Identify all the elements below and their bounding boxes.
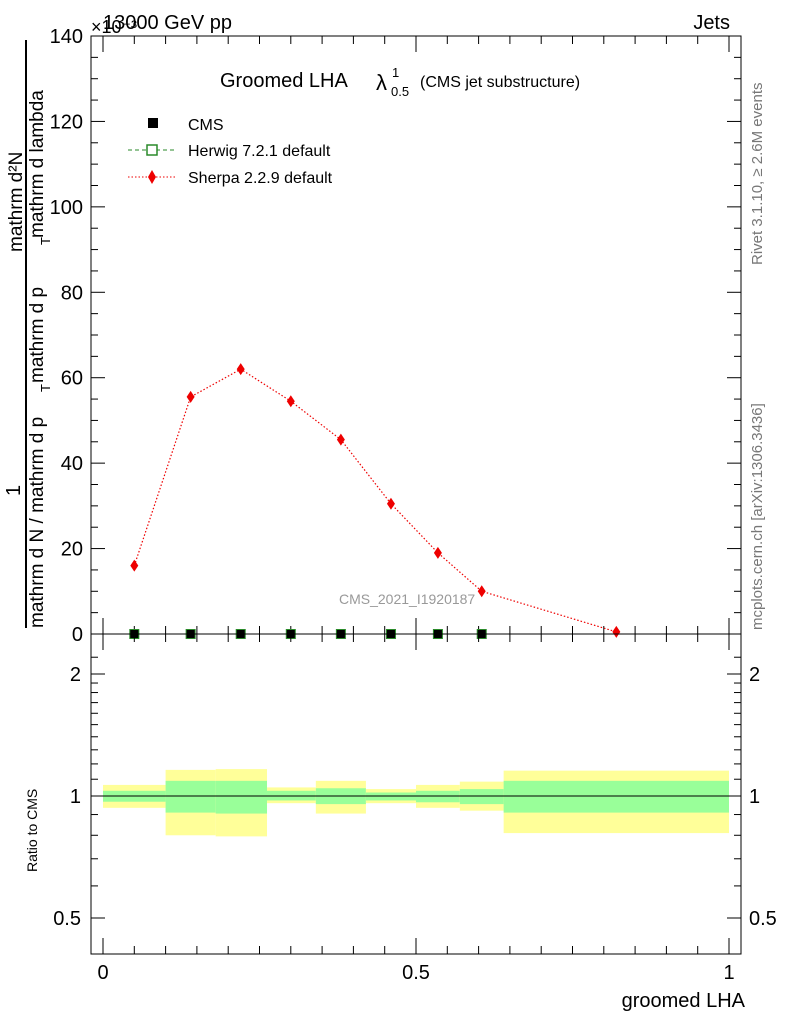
main-y-tick-label: 100 xyxy=(50,197,83,219)
main-y-tick-label: 20 xyxy=(61,539,83,561)
main-y-axis: 0 20 40 60 80 100 120 140 xyxy=(50,26,741,646)
title-subscript: 0.5 xyxy=(391,84,409,99)
title-superscript: 1 xyxy=(392,65,399,80)
ylabel-denominator-sub: T xyxy=(38,384,53,392)
sherpa-point xyxy=(336,433,345,446)
sherpa-point xyxy=(612,625,621,638)
ylabel-top: mathrm d²N xyxy=(6,152,27,252)
ratio-inner-band xyxy=(165,780,216,813)
sherpa-point xyxy=(186,390,195,403)
mcplots-label: mcplots.cern.ch [arXiv:1306.3436] xyxy=(749,403,766,630)
chart-title: Groomed LHA λ 1 0.5 (CMS jet substructur… xyxy=(220,65,580,99)
ylabel-top-rest: mathrm d lambda xyxy=(27,90,48,238)
ratio-x-tick-label: 0 xyxy=(97,962,108,984)
sherpa-point xyxy=(236,363,245,376)
legend-entry-herwig: Herwig 7.2.1 default xyxy=(128,143,331,160)
herwig-marker-icon xyxy=(146,144,158,156)
ylabel-numerator: 1 xyxy=(3,485,25,496)
main-y-tick-label: 120 xyxy=(50,111,83,133)
ylabel-denominator-rest: mathrm d p xyxy=(27,287,48,383)
main-y-tick-label: 40 xyxy=(61,453,83,475)
ylabel-top-sub: T xyxy=(38,237,53,245)
ratio-y-tick-label-right: 1 xyxy=(749,786,760,808)
sherpa-point xyxy=(386,497,395,510)
main-y-tick-label: 80 xyxy=(61,282,83,304)
title-lambda: λ xyxy=(376,70,387,95)
legend-label-sherpa: Sherpa 2.2.9 default xyxy=(188,170,333,187)
ratio-y-axis-label: Ratio to CMS xyxy=(24,789,40,872)
legend-label-cms: CMS xyxy=(188,117,224,134)
main-y-axis-label: 1 mathrm d N / mathrm d p T mathrm d p m… xyxy=(3,40,53,628)
energy-label: 13000 GeV pp xyxy=(103,12,232,34)
ratio-y-axis: 0.5 0.5 1 1 2 2 xyxy=(53,656,777,930)
sherpa-point xyxy=(477,585,486,598)
ratio-inner-band xyxy=(215,780,268,814)
title-subtitle: (CMS jet substructure) xyxy=(420,74,580,91)
legend: CMS Herwig 7.2.1 default Sherpa 2.2.9 de… xyxy=(128,117,333,187)
ratio-y-tick-label-right: 2 xyxy=(749,664,760,686)
sherpa-point xyxy=(286,395,295,408)
sherpa-point xyxy=(433,546,442,559)
ratio-x-axis: 0 0.5 1 xyxy=(97,634,735,984)
ylabel-denominator-main: mathrm d N / mathrm d p xyxy=(27,417,48,628)
ratio-inner-band xyxy=(459,789,504,805)
ratio-y-tick-label-right: 0.5 xyxy=(749,908,777,930)
ratio-bands xyxy=(103,769,729,837)
x-axis-label: groomed LHA xyxy=(622,990,746,1012)
ratio-x-tick-label: 1 xyxy=(723,962,734,984)
process-label: Jets xyxy=(693,12,730,34)
cms-marker-icon xyxy=(148,118,158,128)
analysis-tag: CMS_2021_I1920187 xyxy=(339,591,475,607)
ratio-inner-band xyxy=(416,790,460,803)
sherpa-marker-icon xyxy=(148,170,156,184)
title-text: Groomed LHA xyxy=(220,70,348,92)
main-y-tick-label: 0 xyxy=(72,624,83,646)
y-exponent-label: ×10⁻³ xyxy=(91,17,137,37)
legend-label-herwig: Herwig 7.2.1 default xyxy=(188,143,331,160)
rivet-version-label: Rivet 3.1.10, ≥ 2.6M events xyxy=(749,83,766,266)
ratio-x-tick-label: 0.5 xyxy=(402,962,430,984)
main-x-ticks xyxy=(102,36,730,634)
legend-entry-sherpa: Sherpa 2.2.9 default xyxy=(128,170,333,187)
ratio-y-tick-label: 1 xyxy=(70,786,81,808)
ratio-y-tick-label: 2 xyxy=(70,664,81,686)
ratio-y-tick-label: 0.5 xyxy=(53,908,81,930)
ratio-inner-band xyxy=(503,780,729,813)
sherpa-point xyxy=(130,559,139,572)
main-y-tick-label: 60 xyxy=(61,368,83,390)
main-y-tick-label: 140 xyxy=(50,26,83,48)
legend-entry-cms: CMS xyxy=(148,117,224,134)
